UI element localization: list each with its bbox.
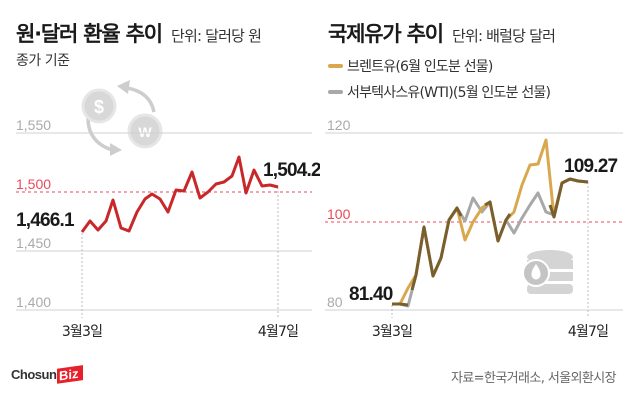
y-tick-1500: 1,500 <box>16 176 51 192</box>
legend-label-wti: 서부텍사스유(WTI)(5월 인도분 선물) <box>347 85 551 101</box>
won-icon: W <box>138 124 152 140</box>
legend-item-wti: 서부텍사스유(WTI)(5월 인도분 선물) <box>328 82 551 102</box>
exchange-subtitle: 종가 기준 <box>16 53 70 69</box>
oil-title-row: 국제유가 추이 단위: 배럴당 달러 <box>328 18 556 48</box>
legend-label-brent: 브렌트유(6월 인도분 선물) <box>347 59 493 75</box>
dollar-icon: $ <box>94 97 104 117</box>
wti-swatch <box>328 90 343 94</box>
overlap-line <box>392 302 409 307</box>
y-tick-1450: 1,450 <box>16 235 51 251</box>
exchange-chart-title: 원·달러 환율 추이 <box>16 22 163 46</box>
oil-x-end: 4월7일 <box>568 324 608 340</box>
exchange-x-end: 4월7일 <box>258 324 298 340</box>
chosunbiz-logo: Chosun Biz <box>11 365 83 384</box>
currency-exchange-icon: $ W <box>81 80 163 156</box>
legend-item-brent: 브렌트유(6월 인도분 선물) <box>328 56 493 76</box>
exchange-title-row: 원·달러 환율 추이 단위: 달러당 원 <box>16 18 262 48</box>
y-tick-100: 100 <box>327 206 351 222</box>
y-tick-80: 80 <box>327 294 343 310</box>
oil-chart-canvas: 120 100 80 81.40 109.27 3월3일 4월7일 <box>325 117 623 340</box>
exchange-rate-line <box>80 155 279 233</box>
y-tick-1400: 1,400 <box>16 294 51 310</box>
exchange-chart-canvas: $ W 1,550 1,500 1,450 1,400 1,466.1 1,50… <box>16 80 320 340</box>
exchange-rate-panel: 원·달러 환율 추이 단위: 달러당 원 종가 기준 $ W 1,550 1,5… <box>0 0 320 350</box>
brent-swatch <box>328 64 343 68</box>
oil-chart-title: 국제유가 추이 <box>328 22 444 46</box>
exchange-end-value: 1,504.2 <box>263 160 320 181</box>
logo-biz-text: Biz <box>57 365 83 384</box>
oil-unit-label: 단위: 배럴당 달러 <box>451 27 556 45</box>
oil-end-value: 109.27 <box>564 156 618 177</box>
source-credit: 자료=한국거래소, 서울외환시장 <box>450 371 617 386</box>
exchange-unit-label: 단위: 달러당 원 <box>170 27 262 45</box>
oil-price-panel: 국제유가 추이 단위: 배럴당 달러 브렌트유(6월 인도분 선물) 서부텍사스… <box>320 0 640 350</box>
oil-x-start: 3월3일 <box>372 324 412 340</box>
y-tick-1550: 1,550 <box>16 117 51 133</box>
exchange-start-value: 1,466.1 <box>16 210 75 231</box>
logo-chosun-text: Chosun <box>11 367 57 382</box>
oil-barrel-icon <box>522 250 573 294</box>
y-tick-120: 120 <box>327 117 351 133</box>
oil-start-value: 81.40 <box>349 284 393 305</box>
exchange-x-start: 3월3일 <box>62 324 102 340</box>
